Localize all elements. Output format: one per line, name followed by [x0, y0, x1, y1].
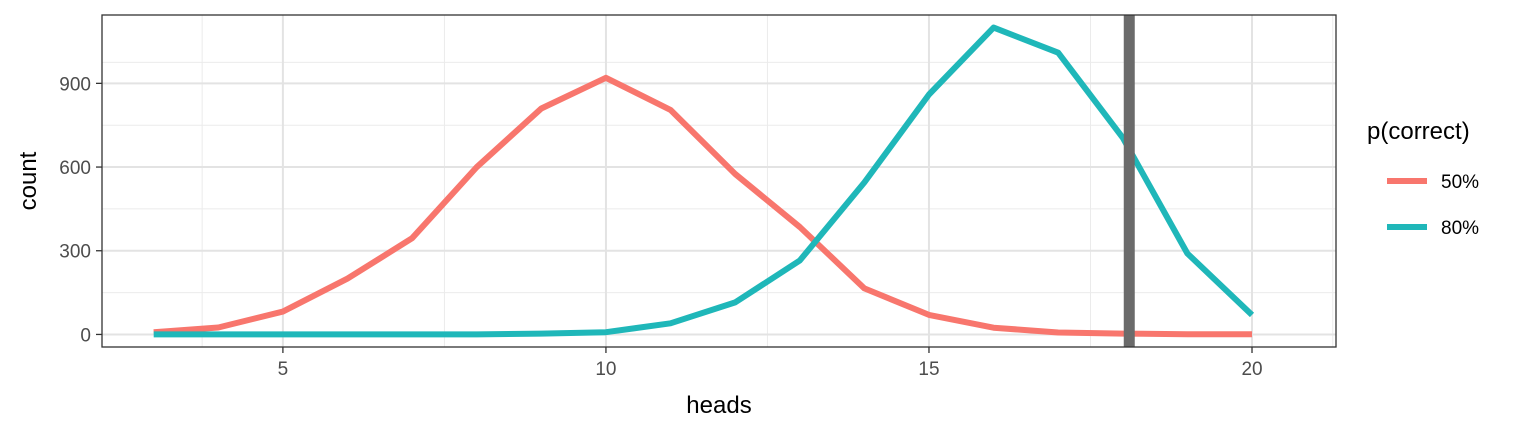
- legend: p(correct) 50% 80%: [1367, 118, 1479, 239]
- x-tick-label: 15: [918, 359, 939, 380]
- x-axis-title: heads: [686, 392, 751, 419]
- legend-title: p(correct): [1367, 118, 1470, 145]
- y-axis-title: count: [15, 151, 42, 210]
- y-tick-label: 0: [80, 325, 91, 346]
- y-axis: 0 300 600 900: [59, 74, 102, 346]
- y-tick-label: 900: [59, 74, 91, 95]
- y-tick-label: 600: [59, 158, 91, 179]
- x-tick-label: 20: [1241, 359, 1262, 380]
- panel-border: [101, 14, 1337, 348]
- x-axis: 5 10 15 20: [278, 347, 1263, 380]
- legend-label-50: 50%: [1441, 172, 1479, 193]
- series-line-50pct: [153, 74, 1252, 338]
- legend-label-80: 80%: [1441, 218, 1479, 239]
- y-tick-label: 300: [59, 242, 91, 263]
- x-tick-label: 5: [278, 359, 289, 380]
- series-layer: [153, 24, 1255, 338]
- series-line-80pct: [153, 24, 1255, 338]
- x-tick-label: 10: [595, 359, 616, 380]
